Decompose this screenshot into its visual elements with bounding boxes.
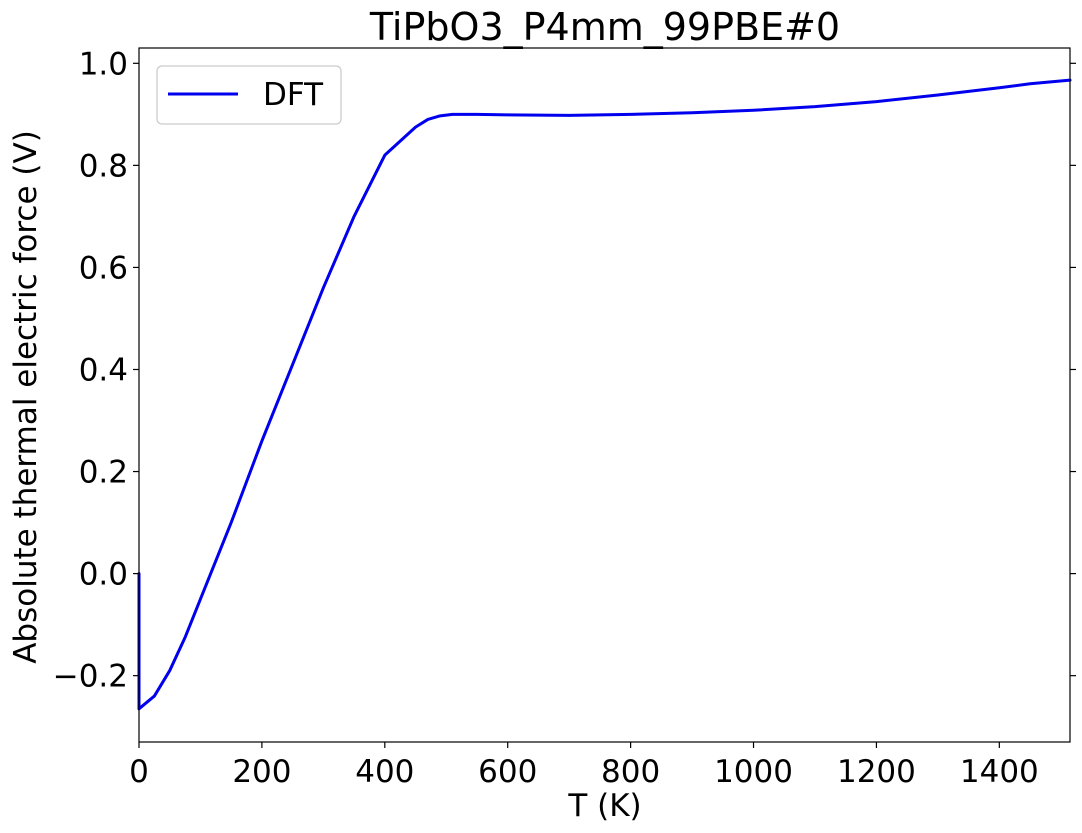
x-tick-label: 600	[478, 754, 537, 790]
x-axis: 0 200 400 600 800 1000 1200 1400	[129, 742, 1039, 790]
legend-box	[156, 65, 342, 125]
x-axis-label: T (K)	[567, 788, 641, 824]
y-axis: −0.2 0.0 0.2 0.4 0.6 0.8 1.0	[53, 46, 1076, 695]
x-tick-label: 1000	[714, 754, 793, 790]
y-tick-label: 0.4	[79, 352, 128, 388]
y-tick-label: −0.2	[53, 659, 128, 695]
legend: DFT	[156, 65, 342, 125]
x-tick-label: 800	[601, 754, 660, 790]
legend-label: DFT	[263, 77, 324, 113]
x-tick-label: 400	[355, 754, 414, 790]
x-tick-label: 1400	[960, 754, 1039, 790]
series-line-DFT	[137, 78, 1072, 711]
x-tick-label: 0	[129, 754, 149, 790]
x-tick-label: 1200	[837, 754, 916, 790]
y-tick-label: 0.0	[79, 557, 128, 593]
y-tick-label: 1.0	[79, 46, 128, 82]
y-tick-label: 0.2	[79, 455, 128, 491]
y-axis-label: Absolute thermal electric force (V)	[8, 130, 44, 664]
y-tick-label: 0.6	[79, 250, 128, 286]
x-tick-label: 200	[232, 754, 291, 790]
plot-frame	[138, 47, 1071, 743]
chart-title: TiPbO3_P4mm_99PBE#0	[369, 5, 840, 49]
y-tick-label: 0.8	[79, 148, 128, 184]
plot-area	[137, 47, 1072, 743]
